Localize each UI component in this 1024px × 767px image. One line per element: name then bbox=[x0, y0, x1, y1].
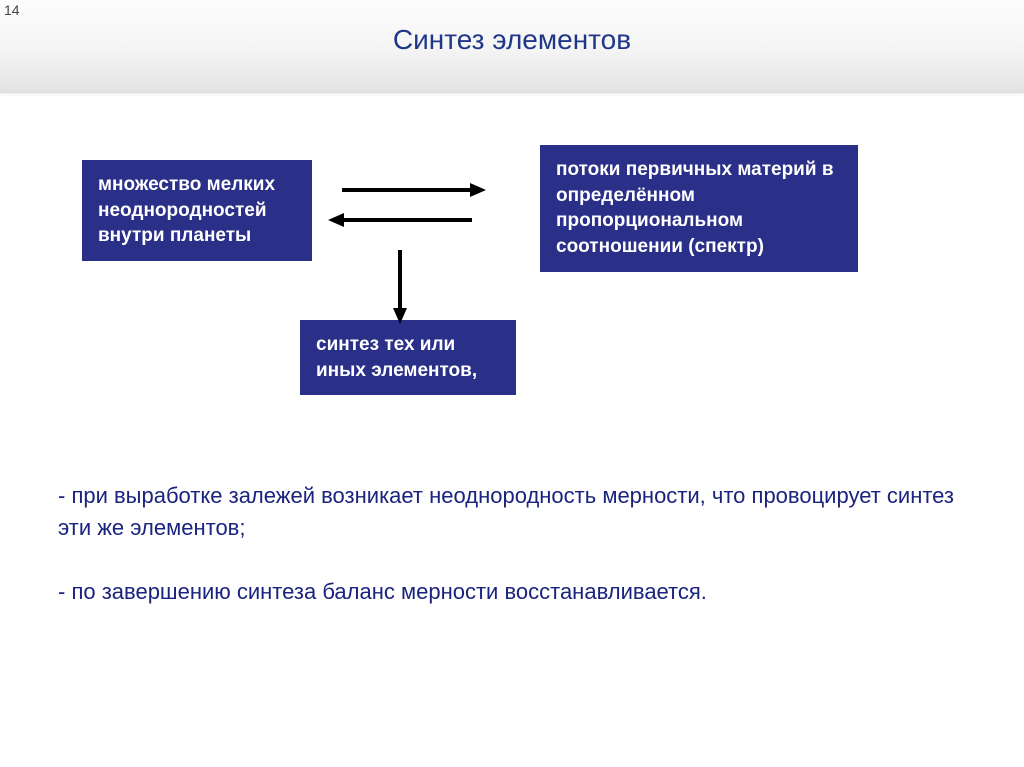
bullet-list: - при выработке залежей возникает неодно… bbox=[58, 480, 958, 640]
arrow-head-icon bbox=[470, 183, 486, 197]
page-title: Синтез элементов bbox=[0, 24, 1024, 56]
bullet-item: - по завершению синтеза баланс мерности … bbox=[58, 576, 958, 608]
arrow-head-icon bbox=[328, 213, 344, 227]
arrow-head-icon bbox=[393, 308, 407, 324]
box-matter-flows: потоки первичных материй в определённом … bbox=[540, 145, 858, 272]
box-inhomogeneities: множество мелких неоднородностей внутри … bbox=[82, 160, 312, 261]
arrow-right-icon bbox=[342, 188, 472, 192]
bullet-item: - при выработке залежей возникает неодно… bbox=[58, 480, 958, 544]
box-synthesis: синтез тех или иных элементов, bbox=[300, 320, 516, 395]
arrow-left-icon bbox=[342, 218, 472, 222]
arrow-down-icon bbox=[398, 250, 402, 310]
slide-number: 14 bbox=[4, 2, 20, 18]
